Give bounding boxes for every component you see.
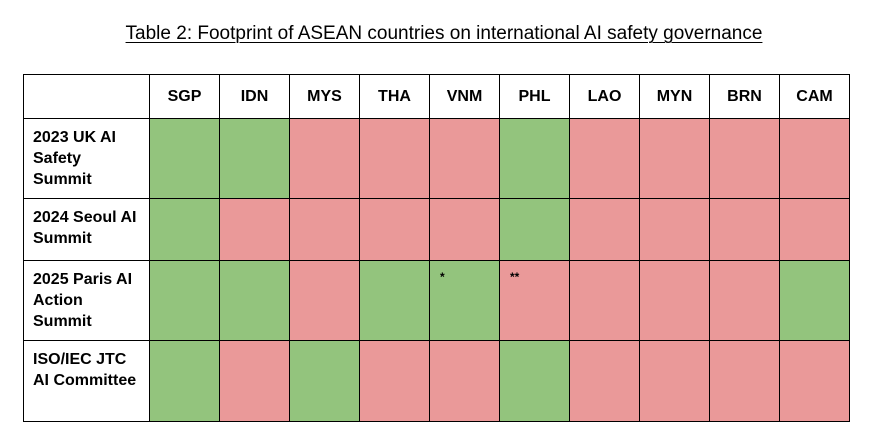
governance-table: SGP IDN MYS THA VNM PHL LAO MYN BRN CAM … [23, 74, 850, 422]
status-cell [359, 198, 430, 261]
column-header-brn: BRN [709, 74, 780, 119]
status-cell [499, 118, 570, 199]
status-cell [289, 118, 360, 199]
table-caption: Table 2: Footprint of ASEAN countries on… [0, 22, 888, 46]
column-header-sgp: SGP [149, 74, 220, 119]
column-header-lao: LAO [569, 74, 640, 119]
status-cell [359, 260, 430, 341]
header-row: SGP IDN MYS THA VNM PHL LAO MYN BRN CAM [23, 74, 850, 119]
status-cell [779, 340, 850, 422]
status-cell [639, 260, 710, 341]
status-cell [289, 260, 360, 341]
column-header-myn: MYN [639, 74, 710, 119]
status-cell [149, 118, 220, 199]
status-cell: ** [499, 260, 570, 341]
status-cell [429, 340, 500, 422]
status-cell [709, 340, 780, 422]
row-label: 2024 Seoul AI Summit [23, 198, 150, 261]
row-label: 2023 UK AI Safety Summit [23, 118, 150, 199]
status-cell [289, 340, 360, 422]
column-header-vnm: VNM [429, 74, 500, 119]
status-cell [779, 198, 850, 261]
column-header-cam: CAM [779, 74, 850, 119]
status-cell [709, 118, 780, 199]
column-header-tha: THA [359, 74, 430, 119]
status-cell [499, 198, 570, 261]
status-cell [639, 340, 710, 422]
status-cell [289, 198, 360, 261]
status-cell [149, 260, 220, 341]
status-cell [639, 118, 710, 199]
status-cell [359, 340, 430, 422]
status-cell [499, 340, 570, 422]
corner-cell [23, 74, 150, 119]
status-cell [429, 198, 500, 261]
status-cell: * [429, 260, 500, 341]
status-cell [709, 198, 780, 261]
status-cell [569, 118, 640, 199]
table-row: ISO/IEC JTC AI Committee [23, 340, 850, 422]
status-cell [219, 260, 290, 341]
column-header-phl: PHL [499, 74, 570, 119]
table-row: 2025 Paris AI Action Summit * ** [23, 260, 850, 341]
status-cell [219, 118, 290, 199]
status-cell [639, 198, 710, 261]
status-cell [569, 340, 640, 422]
status-cell [569, 260, 640, 341]
status-cell [779, 118, 850, 199]
column-header-idn: IDN [219, 74, 290, 119]
status-cell [219, 340, 290, 422]
cell-footnote-mark: * [440, 270, 445, 284]
status-cell [429, 118, 500, 199]
status-cell [219, 198, 290, 261]
table-row: 2023 UK AI Safety Summit [23, 118, 850, 199]
status-cell [779, 260, 850, 341]
status-cell [149, 198, 220, 261]
status-cell [359, 118, 430, 199]
row-label: 2025 Paris AI Action Summit [23, 260, 150, 341]
row-label: ISO/IEC JTC AI Committee [23, 340, 150, 422]
status-cell [569, 198, 640, 261]
status-cell [149, 340, 220, 422]
table-caption-text: Table 2: Footprint of ASEAN countries on… [125, 23, 763, 44]
cell-footnote-mark: ** [510, 270, 520, 284]
column-header-mys: MYS [289, 74, 360, 119]
table-row: 2024 Seoul AI Summit [23, 198, 850, 261]
status-cell [709, 260, 780, 341]
